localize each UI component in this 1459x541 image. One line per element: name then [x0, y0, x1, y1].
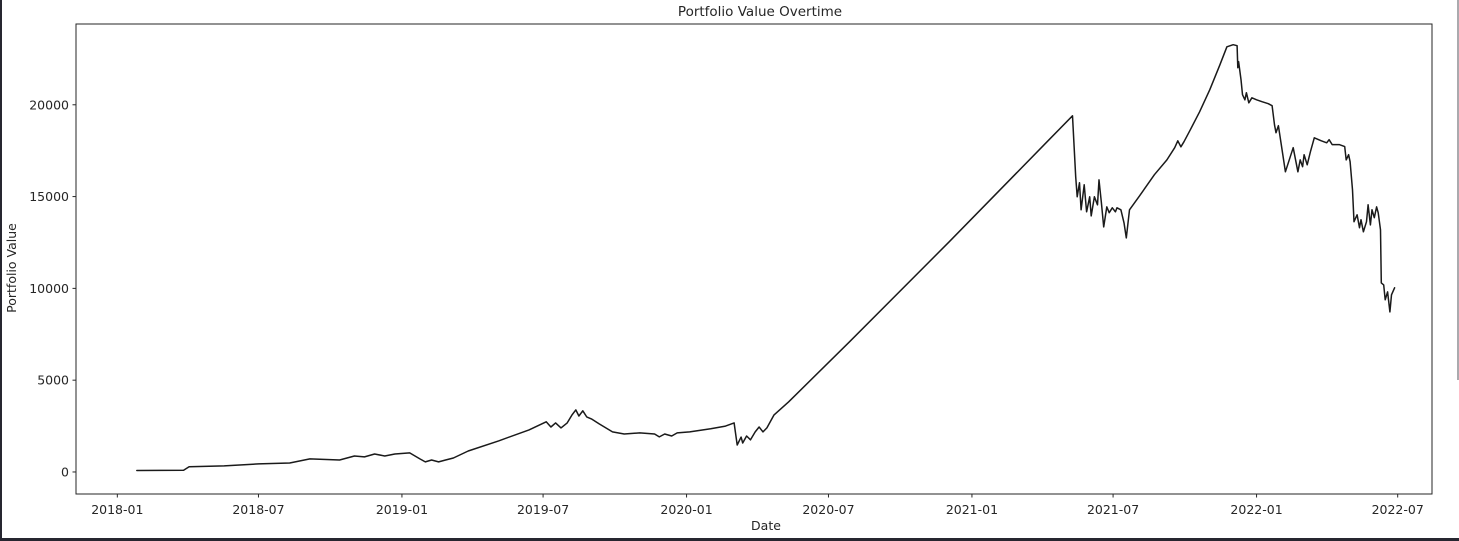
x-tick-label: 2019-07: [517, 502, 569, 517]
x-tick-label: 2020-07: [802, 502, 854, 517]
x-tick-label: 2021-01: [946, 502, 998, 517]
y-tick-label: 5000: [37, 373, 69, 388]
x-tick-label: 2020-01: [660, 502, 712, 517]
y-axis-ticks: 0 5000 10000 15000 20000: [29, 97, 76, 479]
y-tick-label: 10000: [29, 281, 69, 296]
x-axis-label: Date: [751, 518, 781, 533]
plot-area: [75, 23, 1433, 495]
x-tick-label: 2018-07: [232, 502, 284, 517]
window-left-border: [0, 0, 2, 541]
x-tick-label: 2018-01: [91, 502, 143, 517]
y-tick-label: 15000: [29, 189, 69, 204]
chart-title: Portfolio Value Overtime: [678, 4, 842, 20]
x-axis-ticks: 2018-01 2018-07 2019-01 2019-07 2020-01 2020-…: [91, 494, 1424, 517]
window-right-edge: [1457, 0, 1459, 380]
x-tick-label: 2019-01: [376, 502, 428, 517]
portfolio-value-line: [136, 43, 1396, 472]
x-tick-label: 2021-07: [1087, 502, 1139, 517]
y-tick-label: 0: [61, 464, 69, 479]
x-tick-label: 2022-07: [1372, 502, 1424, 517]
window-bottom-border: [0, 538, 1459, 541]
y-tick-label: 20000: [29, 97, 69, 112]
y-axis-label: Portfolio Value: [4, 223, 19, 313]
x-tick-label: 2022-01: [1230, 502, 1282, 517]
